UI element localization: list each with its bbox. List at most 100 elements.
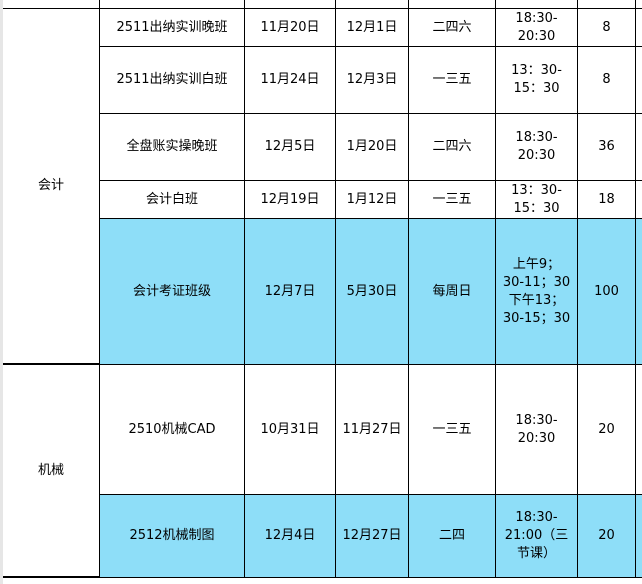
cell-end-text: 12月27日 bbox=[342, 528, 402, 543]
cell-start[interactable]: 12月19日 bbox=[245, 181, 336, 219]
cell-days-text: 每周日 bbox=[432, 283, 472, 299]
cell-next-column[interactable] bbox=[636, 9, 642, 47]
cell-name[interactable]: 2511出纳实训白班 bbox=[100, 47, 245, 114]
cell-days[interactable]: 一三五 bbox=[409, 47, 496, 114]
cell-days[interactable]: 每周日 bbox=[409, 219, 496, 365]
cell-start[interactable]: 12月4日 bbox=[245, 495, 336, 578]
table-cell-partial[interactable] bbox=[578, 0, 636, 9]
cell-time[interactable]: 13：30- 15：30 bbox=[496, 47, 578, 114]
cell-days-text: 一三五 bbox=[432, 421, 472, 437]
cell-count-text: 20 bbox=[598, 528, 615, 543]
table-cell-partial[interactable] bbox=[245, 0, 336, 9]
cell-name-text: 全盘账实操晚班 bbox=[126, 139, 218, 154]
cell-name-text: 2511出纳实训白班 bbox=[116, 72, 228, 87]
cell-name-text: 2511出纳实训晚班 bbox=[116, 19, 228, 35]
cell-end[interactable]: 12月3日 bbox=[336, 47, 409, 114]
cell-days-text: 一三五 bbox=[432, 191, 472, 207]
cell-name-text: 2512机械制图 bbox=[129, 528, 215, 543]
table-cell-partial[interactable] bbox=[409, 0, 496, 9]
cell-count[interactable]: 20 bbox=[578, 495, 636, 578]
table-cell-partial[interactable] bbox=[496, 0, 578, 9]
cell-time[interactable]: 18:30- 20:30 bbox=[496, 9, 578, 47]
cell-start-text: 11月20日 bbox=[260, 19, 320, 35]
cell-days-text: 二四六 bbox=[432, 19, 472, 35]
cell-end[interactable]: 5月30日 bbox=[336, 219, 409, 365]
cell-start[interactable]: 12月5日 bbox=[245, 114, 336, 181]
cell-days[interactable]: 二四六 bbox=[409, 9, 496, 47]
cell-time-text: 13：30- 15：30 bbox=[511, 182, 562, 216]
cell-count-text: 36 bbox=[598, 139, 615, 154]
cell-time[interactable]: 18:30- 21:00（三 节课） bbox=[496, 495, 578, 578]
cell-start-text: 12月5日 bbox=[264, 139, 316, 154]
row-header-gutter bbox=[0, 0, 3, 584]
cell-start-text: 11月24日 bbox=[260, 72, 320, 87]
cell-end-text: 5月30日 bbox=[346, 283, 398, 299]
cell-days[interactable]: 一三五 bbox=[409, 181, 496, 219]
cell-name[interactable]: 2510机械CAD bbox=[100, 365, 245, 495]
cell-time[interactable]: 13：30- 15：30 bbox=[496, 181, 578, 219]
cell-days[interactable]: 二四 bbox=[409, 495, 496, 578]
table-cell-partial[interactable] bbox=[636, 0, 642, 9]
cell-name-text: 会计考证班级 bbox=[132, 283, 211, 299]
cell-days[interactable]: 二四六 bbox=[409, 114, 496, 181]
cell-count[interactable]: 100 bbox=[578, 219, 636, 365]
cell-count-text: 18 bbox=[598, 191, 615, 207]
cell-next-column[interactable] bbox=[636, 47, 642, 114]
cell-count-text: 100 bbox=[594, 283, 619, 299]
cell-count-text: 8 bbox=[602, 72, 611, 87]
cell-time-text: 上午9； 30-11；30 下午13； 30-15；30 bbox=[502, 256, 571, 326]
cell-count[interactable]: 20 bbox=[578, 365, 636, 495]
cell-count-text: 20 bbox=[598, 421, 615, 437]
cell-end-text: 11月27日 bbox=[342, 421, 402, 437]
cell-end-text: 12月3日 bbox=[346, 72, 398, 87]
cell-end[interactable]: 1月20日 bbox=[336, 114, 409, 181]
cell-count[interactable]: 18 bbox=[578, 181, 636, 219]
cell-start[interactable]: 10月31日 bbox=[245, 365, 336, 495]
cell-end[interactable]: 12月27日 bbox=[336, 495, 409, 578]
category-cell[interactable]: 会计 bbox=[3, 9, 100, 365]
cell-count[interactable]: 8 bbox=[578, 9, 636, 47]
cell-count-text: 8 bbox=[602, 19, 611, 35]
cell-time-text: 18:30- 20:30 bbox=[515, 10, 558, 44]
cell-name[interactable]: 2511出纳实训晚班 bbox=[100, 9, 245, 47]
cell-start-text: 12月19日 bbox=[260, 191, 320, 207]
cell-name-text: 会计白班 bbox=[145, 191, 198, 207]
cell-time[interactable]: 上午9； 30-11；30 下午13； 30-15；30 bbox=[496, 219, 578, 365]
cell-start-text: 10月31日 bbox=[260, 421, 320, 437]
cell-end-text: 1月12日 bbox=[346, 191, 398, 207]
cell-next-column[interactable] bbox=[636, 219, 642, 365]
cell-time[interactable]: 18:30- 20:30 bbox=[496, 114, 578, 181]
cell-end[interactable]: 12月1日 bbox=[336, 9, 409, 47]
cell-name[interactable]: 会计白班 bbox=[100, 181, 245, 219]
cell-next-column[interactable] bbox=[636, 114, 642, 181]
category-cell[interactable]: 机械 bbox=[3, 365, 100, 578]
cell-name[interactable]: 2512机械制图 bbox=[100, 495, 245, 578]
cell-days-text: 二四六 bbox=[432, 139, 472, 154]
table-cell-partial[interactable] bbox=[100, 0, 245, 9]
cell-time-text: 18:30- 20:30 bbox=[515, 130, 558, 163]
cell-days[interactable]: 一三五 bbox=[409, 365, 496, 495]
cell-next-column[interactable] bbox=[636, 495, 642, 578]
cell-count[interactable]: 8 bbox=[578, 47, 636, 114]
cell-end-text: 12月1日 bbox=[346, 19, 398, 35]
cell-start[interactable]: 12月7日 bbox=[245, 219, 336, 365]
cell-start[interactable]: 11月24日 bbox=[245, 47, 336, 114]
cell-name[interactable]: 会计考证班级 bbox=[100, 219, 245, 365]
cell-end[interactable]: 1月12日 bbox=[336, 181, 409, 219]
cell-count[interactable]: 36 bbox=[578, 114, 636, 181]
cell-next-column[interactable] bbox=[636, 365, 642, 495]
category-cell-text: 会计 bbox=[37, 178, 64, 193]
cell-time-text: 18:30- 20:30 bbox=[515, 412, 558, 446]
cell-name[interactable]: 全盘账实操晚班 bbox=[100, 114, 245, 181]
category-cell-text: 机械 bbox=[37, 462, 64, 478]
table-cell-partial[interactable] bbox=[336, 0, 409, 9]
table-cell-partial[interactable] bbox=[3, 0, 100, 9]
cell-start[interactable]: 11月20日 bbox=[245, 9, 336, 47]
cell-name-text: 2510机械CAD bbox=[128, 421, 216, 437]
cell-end-text: 1月20日 bbox=[346, 139, 398, 154]
cell-start-text: 12月7日 bbox=[264, 283, 316, 299]
cell-time[interactable]: 18:30- 20:30 bbox=[496, 365, 578, 495]
cell-time-text: 18:30- 21:00（三 节课） bbox=[504, 510, 569, 561]
cell-end[interactable]: 11月27日 bbox=[336, 365, 409, 495]
cell-next-column[interactable] bbox=[636, 181, 642, 219]
